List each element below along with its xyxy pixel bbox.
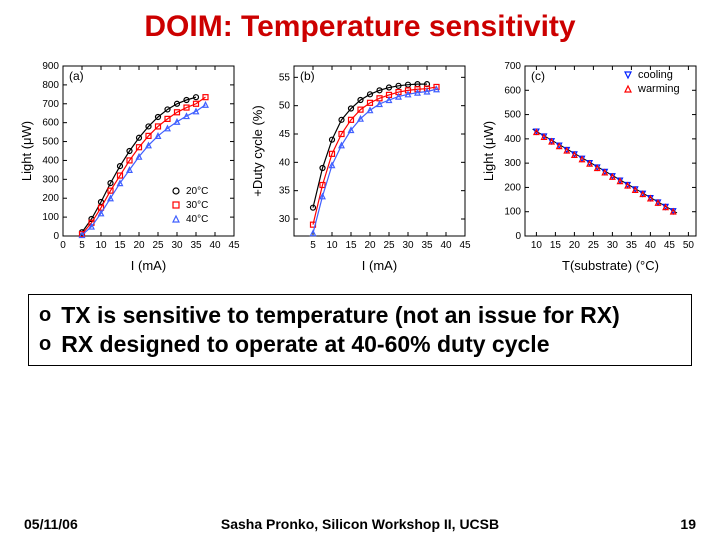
svg-text:500: 500	[504, 110, 521, 121]
bullet-row: o RX designed to operate at 40-60% duty …	[39, 330, 681, 359]
svg-text:I (mA): I (mA)	[130, 258, 165, 273]
svg-text:300: 300	[504, 158, 521, 169]
svg-text:20: 20	[568, 240, 580, 251]
svg-text:500: 500	[42, 137, 59, 148]
svg-text:40: 40	[644, 240, 656, 251]
svg-text:20°C: 20°C	[186, 186, 208, 197]
svg-text:10: 10	[326, 240, 338, 251]
svg-text:35: 35	[278, 186, 290, 197]
svg-text:800: 800	[42, 80, 59, 91]
svg-text:30°C: 30°C	[186, 200, 208, 211]
bullet-row: o TX is sensitive to temperature (not an…	[39, 301, 681, 330]
svg-text:300: 300	[42, 174, 59, 185]
svg-text:45: 45	[459, 240, 471, 251]
svg-text:30: 30	[402, 240, 414, 251]
bullet-text: TX is sensitive to temperature (not an i…	[61, 301, 620, 330]
svg-text:(b): (b)	[300, 69, 315, 83]
svg-text:Light (μW): Light (μW)	[481, 121, 496, 181]
svg-text:400: 400	[504, 134, 521, 145]
charts-row: 0510152025303540450100200300400500600700…	[0, 56, 720, 276]
svg-text:25: 25	[587, 240, 599, 251]
svg-text:warming: warming	[637, 83, 680, 95]
svg-text:45: 45	[278, 129, 290, 140]
svg-text:0: 0	[60, 240, 66, 251]
svg-text:15: 15	[345, 240, 357, 251]
svg-text:20: 20	[133, 240, 145, 251]
svg-text:25: 25	[383, 240, 395, 251]
svg-text:40: 40	[209, 240, 221, 251]
svg-text:Light (μW): Light (μW)	[19, 121, 34, 181]
svg-text:cooling: cooling	[638, 69, 673, 81]
svg-text:55: 55	[278, 72, 290, 83]
svg-text:100: 100	[504, 207, 521, 218]
svg-text:45: 45	[228, 240, 240, 251]
svg-text:15: 15	[114, 240, 126, 251]
bullet-text: RX designed to operate at 40-60% duty cy…	[61, 330, 549, 359]
svg-text:0: 0	[53, 231, 59, 242]
svg-text:10: 10	[530, 240, 542, 251]
svg-text:5: 5	[79, 240, 85, 251]
svg-text:50: 50	[278, 101, 290, 112]
svg-text:30: 30	[278, 214, 290, 225]
svg-text:20: 20	[364, 240, 376, 251]
bullet-marker: o	[39, 301, 51, 328]
svg-text:15: 15	[549, 240, 561, 251]
svg-text:I (mA): I (mA)	[361, 258, 396, 273]
footer: 05/11/06 Sasha Pronko, Silicon Workshop …	[0, 516, 720, 532]
chart-panel-b: 5 10 15 20 25 30 35 40 45 30 35 40 45 50 55 I (mA) +Duty…	[248, 56, 473, 276]
svg-text:200: 200	[42, 193, 59, 204]
footer-center: Sasha Pronko, Silicon Workshop II, UCSB	[0, 516, 720, 532]
svg-text:700: 700	[504, 61, 521, 72]
svg-text:+Duty cycle (%): +Duty cycle (%)	[250, 105, 265, 196]
chart-panel-c: 1015202530354045500100200300400500600700…	[479, 56, 704, 276]
chart-panel-a: 0 5 10 15 20 25 30 35 40 45 0 100 200 300 400 500 600 700…	[17, 56, 242, 276]
svg-text:(a): (a)	[69, 69, 84, 83]
svg-text:25: 25	[152, 240, 164, 251]
svg-text:600: 600	[504, 85, 521, 96]
svg-text:50: 50	[682, 240, 694, 251]
svg-text:40: 40	[278, 157, 290, 168]
svg-text:40°C: 40°C	[186, 214, 208, 225]
svg-text:600: 600	[42, 118, 59, 129]
svg-text:35: 35	[625, 240, 637, 251]
svg-text:200: 200	[504, 182, 521, 193]
svg-text:30: 30	[171, 240, 183, 251]
page-title: DOIM: Temperature sensitivity	[0, 0, 720, 44]
svg-text:(c): (c)	[531, 69, 545, 83]
bullets-box: o TX is sensitive to temperature (not an…	[28, 294, 692, 366]
svg-text:45: 45	[663, 240, 675, 251]
bullet-marker: o	[39, 330, 51, 357]
svg-text:5: 5	[310, 240, 316, 251]
svg-text:40: 40	[440, 240, 452, 251]
svg-text:700: 700	[42, 99, 59, 110]
svg-text:T(substrate) (°C): T(substrate) (°C)	[562, 258, 659, 273]
svg-text:10: 10	[95, 240, 107, 251]
svg-text:0: 0	[515, 231, 521, 242]
svg-text:400: 400	[42, 155, 59, 166]
svg-text:35: 35	[421, 240, 433, 251]
svg-text:100: 100	[42, 212, 59, 223]
svg-text:30: 30	[606, 240, 618, 251]
svg-text:35: 35	[190, 240, 202, 251]
svg-text:900: 900	[42, 61, 59, 72]
slide: DOIM: Temperature sensitivity 0 5 10 15 20 25…	[0, 0, 720, 540]
